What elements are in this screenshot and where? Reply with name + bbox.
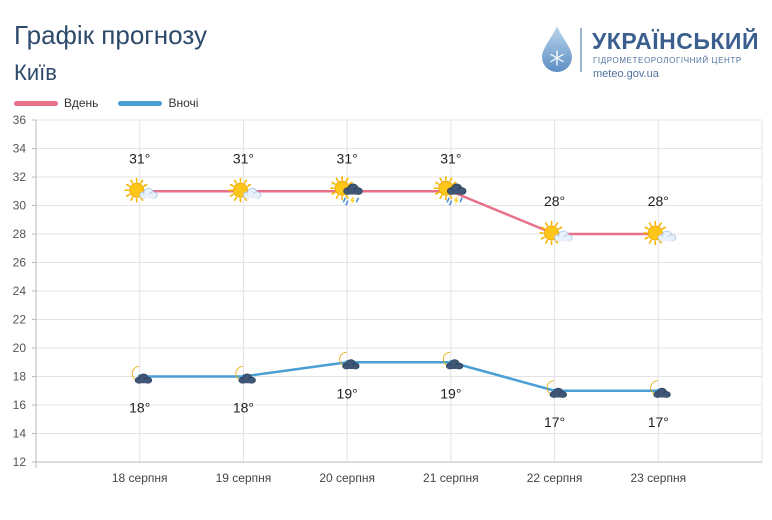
brand-name: УКРАЇНСЬКИЙ (592, 28, 759, 54)
legend-item-night[interactable]: Вночі (118, 96, 198, 110)
y-tick-label: 30 (13, 199, 27, 213)
data-label-night: 18° (233, 400, 254, 416)
x-tick-label: 18 серпня (112, 471, 168, 485)
data-label-night: 17° (544, 414, 565, 430)
brand-divider (580, 28, 582, 72)
series-line-night (139, 361, 659, 392)
sun-thunderstorm-icon (433, 175, 467, 206)
sun-thunderstorm-icon (329, 175, 363, 206)
data-label-night: 19° (337, 385, 358, 401)
data-label-day: 31° (440, 150, 461, 166)
x-tick-label: 21 серпня (423, 471, 479, 485)
water-drop-icon (542, 26, 572, 72)
sun-rays (124, 177, 150, 203)
y-tick-label: 20 (13, 341, 27, 355)
moon-cloud-icon (546, 380, 567, 398)
x-tick-label: 19 серпня (216, 471, 272, 485)
x-tick-label: 20 серпня (319, 471, 375, 485)
y-tick-label: 26 (13, 256, 27, 270)
sun-cloud-icon (642, 220, 677, 246)
moon-cloud-icon (339, 351, 360, 370)
y-tick-label: 16 (13, 398, 27, 412)
legend-swatch-night (118, 100, 163, 106)
sun-cloud-icon (228, 177, 262, 203)
legend-swatch-day (14, 100, 58, 106)
data-label-day: 28° (544, 193, 565, 209)
sun-rays (642, 220, 668, 246)
data-label-day: 31° (129, 150, 150, 166)
data-label-day: 31° (337, 150, 358, 166)
data-label-night: 17° (648, 414, 669, 430)
y-tick-label: 14 (13, 427, 27, 441)
x-tick-label: 23 серпня (630, 471, 686, 485)
moon-cloud-icon (235, 366, 256, 384)
brand-subtitle: ГІДРОМЕТЕОРОЛОГІЧНИЙ ЦЕНТР (593, 56, 742, 65)
data-label-day: 31° (233, 150, 254, 166)
y-tick-label: 28 (13, 227, 27, 241)
data-label-night: 18° (129, 400, 150, 416)
y-tick-label: 12 (13, 455, 27, 469)
page-title: Графік прогнозу (14, 20, 207, 50)
y-tick-label: 24 (13, 284, 27, 298)
data-label-night: 19° (440, 385, 461, 401)
brand-url[interactable]: meteo.gov.ua (593, 68, 659, 80)
data-label-day: 28° (648, 193, 669, 209)
brand-logo[interactable]: УКРАЇНСЬКИЙ ГІДРОМЕТЕОРОЛОГІЧНИЙ ЦЕНТР m… (540, 22, 765, 82)
sun-cloud-icon (539, 220, 573, 246)
y-tick-label: 18 (13, 370, 27, 384)
city-name: Київ (14, 60, 57, 85)
moon-cloud-icon (131, 366, 153, 384)
legend-label-day: Вдень (64, 96, 99, 110)
legend-item-day[interactable]: Вдень (14, 96, 98, 110)
y-tick-label: 36 (13, 113, 27, 127)
y-tick-label: 32 (13, 170, 27, 184)
chart-legend: Вдень Вночі (14, 96, 218, 110)
y-tick-label: 22 (13, 313, 27, 327)
x-tick-label: 22 серпня (527, 471, 583, 485)
moon-cloud-icon (650, 380, 671, 398)
sun-cloud-icon (124, 177, 158, 203)
legend-label-night: Вночі (168, 96, 199, 110)
moon-cloud-icon (442, 351, 464, 370)
series-line-day (139, 190, 659, 236)
y-tick-label: 34 (13, 142, 27, 156)
